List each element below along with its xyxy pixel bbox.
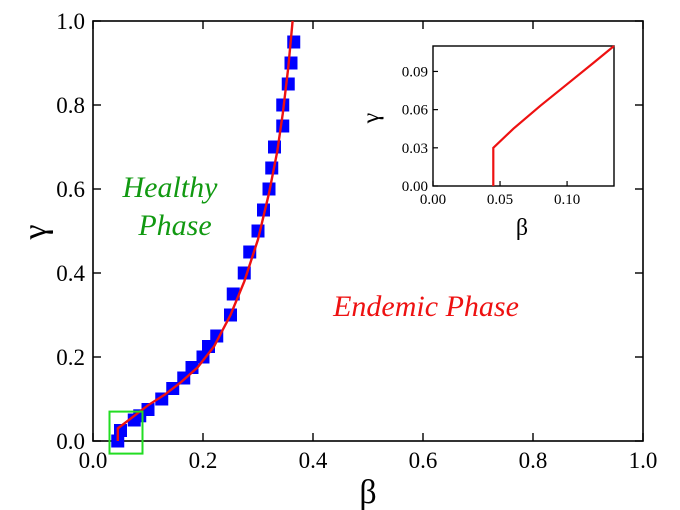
- inset-x-tick-label: 0.05: [487, 192, 513, 208]
- main-x-tick-label: 0.4: [299, 448, 328, 473]
- inset-boundary-curve: [492, 45, 615, 186]
- main-x-tick-label: 0.0: [79, 448, 108, 473]
- main-y-tick-label: 0.0: [56, 429, 85, 454]
- endemic-phase-label: Endemic Phase: [332, 290, 519, 323]
- zoom-region-box: [108, 410, 144, 455]
- inset-y-tick-label: 0.09: [402, 64, 428, 80]
- main-y-tick-label: 0.2: [56, 345, 85, 370]
- healthy-phase-label-line1: Healthy: [122, 171, 219, 204]
- data-point-marker: [141, 403, 155, 416]
- main-plot: 0.0 0.2 0.4 0.6 0.8 1.0 0.00.20.40.60.81.0 β …: [17, 9, 658, 510]
- main-y-ticks: 0.0 0.2 0.4 0.6 0.8 1.0: [56, 9, 643, 454]
- main-x-tick-label: 1.0: [629, 448, 658, 473]
- x-axis-title: β: [359, 474, 376, 510]
- main-x-tick-label: 0.6: [409, 448, 438, 473]
- inset-y-axis-title: γ: [359, 112, 385, 124]
- data-point-marker: [196, 350, 210, 364]
- inset-x-ticks: 0.00 0.05 0.10: [420, 181, 580, 208]
- main-x-ticks: 0.0 0.2 0.4 0.6 0.8 1.0: [79, 21, 658, 473]
- data-point-marker: [281, 77, 295, 91]
- main-y-tick-label: 0.8: [56, 93, 85, 118]
- inset-y-ticks: 0.00 0.03 0.06 0.09: [402, 64, 438, 195]
- main-series: [108, 21, 301, 455]
- inset-x-axis-title: β: [516, 215, 528, 241]
- inset-y-tick-label: 0.00: [402, 179, 428, 195]
- inset-x-tick-label: 0.00: [420, 192, 446, 208]
- data-point-marker: [265, 161, 279, 175]
- inset-series: [492, 45, 615, 186]
- inset-x-tick-label: 0.10: [554, 192, 580, 208]
- main-x-tick-label: 0.8: [519, 448, 548, 473]
- inset-plot: 0.00 0.05 0.10 0.00 0.03 0.06 0.09 β γ: [359, 45, 615, 241]
- main-plot-frame: [92, 20, 644, 442]
- main-y-tick-label: 0.6: [56, 177, 85, 202]
- main-y-tick-label: 0.4: [56, 261, 85, 286]
- main-x-tick-label: 0.2: [189, 448, 218, 473]
- main-y-tick-label: 1.0: [56, 9, 85, 34]
- data-point-marker: [284, 56, 298, 70]
- y-axis-title: γ: [17, 224, 54, 240]
- healthy-phase-label-line2: Phase: [137, 209, 211, 242]
- inset-y-tick-label: 0.06: [402, 103, 429, 119]
- inset-y-tick-label: 0.03: [402, 141, 428, 157]
